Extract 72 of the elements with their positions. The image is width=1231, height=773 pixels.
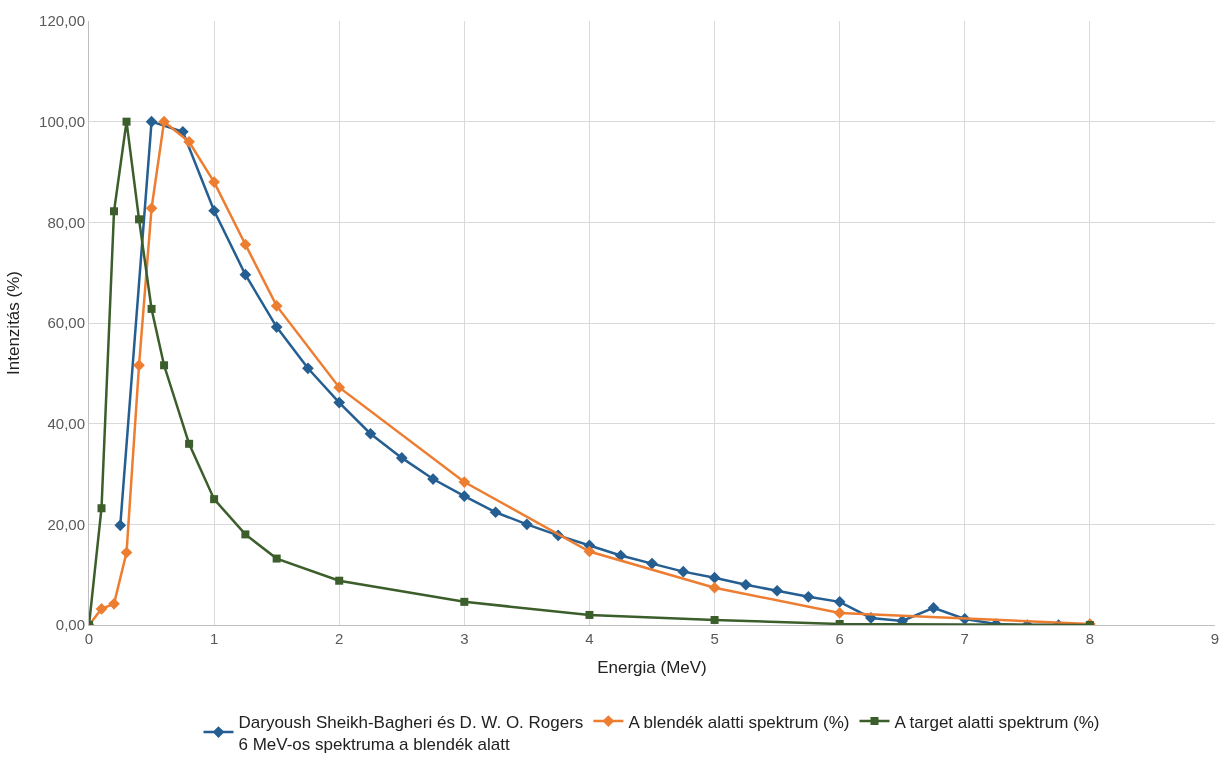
x-axis-title: Energia (MeV) [597, 658, 707, 678]
x-tick-label: 3 [460, 630, 469, 647]
point [583, 545, 596, 558]
point [585, 610, 594, 619]
point [771, 584, 783, 597]
point [272, 554, 281, 563]
point [710, 615, 719, 624]
x-tick-label: 4 [585, 630, 594, 647]
x-tick-label: 6 [835, 630, 844, 647]
y-axis-title: Intenzitás (%) [3, 271, 23, 375]
y-tick-label: 80,00 [47, 213, 85, 231]
point [133, 359, 145, 372]
point [208, 204, 220, 217]
y-tick-label: 20,00 [47, 515, 85, 533]
point [120, 546, 133, 559]
point [333, 396, 346, 409]
point [183, 135, 195, 148]
point [208, 176, 220, 188]
point [95, 603, 108, 615]
point [927, 602, 940, 614]
point [708, 581, 721, 594]
y-tick-label: 0,00 [55, 616, 85, 634]
point [521, 518, 533, 531]
point [210, 495, 219, 504]
x-tick-label: 1 [209, 630, 219, 647]
point [833, 607, 846, 619]
point [270, 321, 283, 333]
x-tick-label: 2 [335, 630, 344, 647]
legend-label: Daryoush Sheikh-Bagheri és D. W. O. Rogers 6 MeV-os spektruma a blendék alatt [238, 712, 584, 754]
y-tick-label: 100,00 [39, 112, 85, 130]
point [646, 557, 658, 570]
point [160, 361, 169, 370]
point [97, 504, 106, 513]
point [802, 590, 815, 603]
point [458, 476, 471, 488]
point [270, 300, 283, 312]
point [108, 598, 120, 610]
point [395, 452, 408, 464]
x-tick-label: 0 [84, 630, 94, 647]
x-tick-label: 8 [1085, 630, 1095, 647]
legend-label: A target alatti spektrum (%) [894, 712, 1100, 732]
point [833, 596, 846, 608]
y-tick-label: 60,00 [47, 314, 85, 332]
point [614, 549, 627, 562]
point [185, 439, 194, 448]
legend-label: A blendék alatti spektrum (%) [628, 712, 850, 732]
x-tick-label: 9 [1210, 630, 1220, 647]
point [241, 530, 250, 539]
point [708, 571, 721, 584]
point [135, 215, 144, 224]
point [110, 207, 119, 216]
point [333, 381, 346, 394]
point [677, 565, 690, 578]
point [335, 576, 344, 585]
y-tick-label: 120,00 [39, 12, 85, 30]
point [460, 597, 469, 606]
point [145, 115, 158, 128]
point [302, 362, 314, 375]
point [739, 578, 752, 591]
y-tick-label: 40,00 [47, 414, 85, 432]
point [364, 427, 377, 440]
point [114, 519, 127, 532]
point [147, 304, 156, 313]
point [122, 117, 131, 126]
x-tick-label: 7 [960, 630, 969, 647]
point [458, 490, 471, 502]
point [145, 202, 158, 215]
point [239, 268, 252, 281]
x-tick-label: 5 [710, 630, 719, 647]
point [489, 506, 502, 519]
point [239, 238, 252, 251]
point [158, 115, 170, 128]
